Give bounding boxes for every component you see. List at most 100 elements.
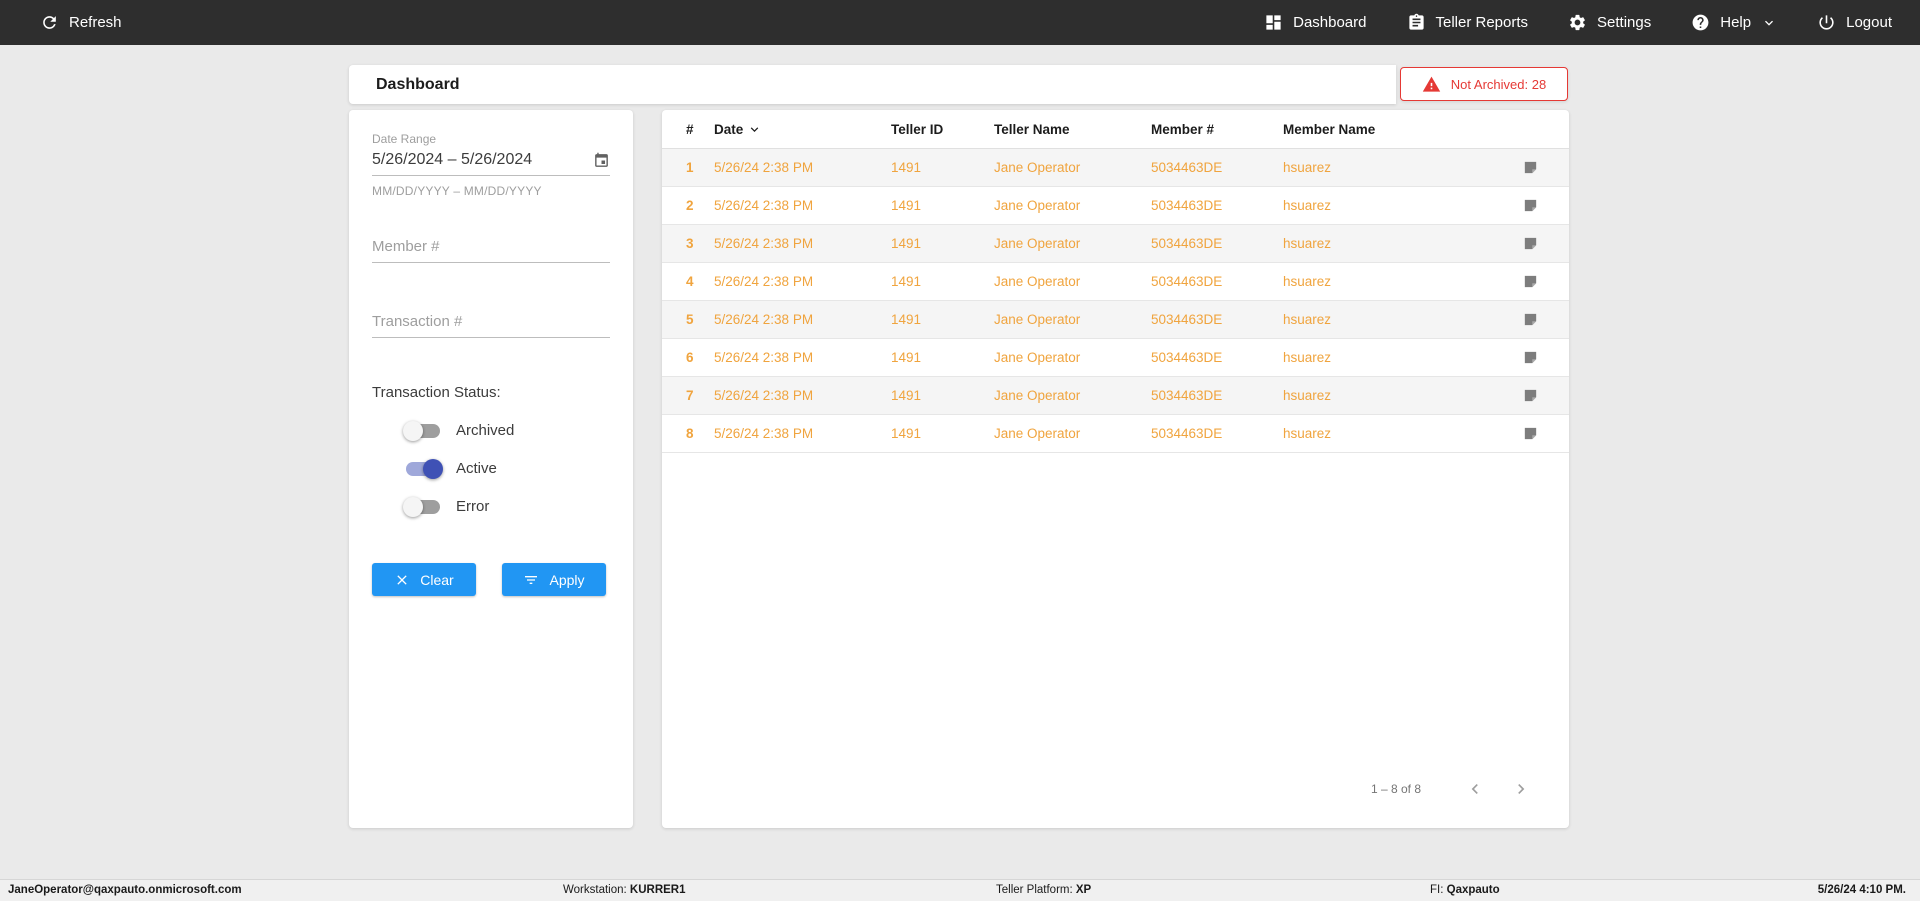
clipboard-icon bbox=[1407, 13, 1426, 32]
row-teller-name: Jane Operator bbox=[994, 388, 1081, 403]
row-member-num: 5034463DE bbox=[1151, 236, 1223, 251]
row-number: 1 bbox=[686, 160, 694, 175]
previous-page-button[interactable] bbox=[1465, 779, 1485, 799]
date-range-value: 5/26/2024 – 5/26/2024 bbox=[372, 151, 533, 168]
column-header-date[interactable]: Date bbox=[714, 122, 891, 137]
table-row[interactable]: 4 5/26/24 2:38 PM 1491 Jane Operator 503… bbox=[662, 263, 1569, 301]
row-member-name: hsuarez bbox=[1283, 160, 1332, 175]
row-date: 5/26/24 2:38 PM bbox=[714, 198, 814, 213]
row-date: 5/26/24 2:38 PM bbox=[714, 350, 814, 365]
active-toggle[interactable] bbox=[406, 458, 443, 479]
transaction-number-input[interactable] bbox=[372, 309, 610, 338]
toggle-row-active: Active bbox=[372, 458, 610, 479]
note-icon[interactable] bbox=[1490, 197, 1545, 214]
nav-right: Dashboard Teller Reports Settings Help bbox=[1264, 13, 1892, 32]
note-icon[interactable] bbox=[1490, 159, 1545, 176]
column-header-member-num[interactable]: Member # bbox=[1151, 121, 1215, 137]
note-icon[interactable] bbox=[1490, 425, 1545, 442]
row-teller-id: 1491 bbox=[891, 312, 922, 327]
table-row[interactable]: 1 5/26/24 2:38 PM 1491 Jane Operator 503… bbox=[662, 149, 1569, 187]
column-header-member-name[interactable]: Member Name bbox=[1283, 121, 1376, 137]
table-header-row: # Date Teller ID Teller Name Member # Me… bbox=[662, 110, 1569, 149]
row-date: 5/26/24 2:38 PM bbox=[714, 236, 814, 251]
sort-chevron-down-icon bbox=[747, 122, 762, 137]
row-teller-name: Jane Operator bbox=[994, 426, 1081, 441]
note-icon[interactable] bbox=[1490, 235, 1545, 252]
table-row[interactable]: 6 5/26/24 2:38 PM 1491 Jane Operator 503… bbox=[662, 339, 1569, 377]
error-toggle[interactable] bbox=[403, 496, 440, 517]
apply-label: Apply bbox=[549, 571, 585, 588]
workstation-info: Workstation: KURRER1 bbox=[563, 884, 686, 896]
row-teller-name: Jane Operator bbox=[994, 160, 1081, 175]
filter-panel: Date Range 5/26/2024 – 5/26/2024 MM/DD/Y… bbox=[349, 110, 633, 828]
table-row[interactable]: 5 5/26/24 2:38 PM 1491 Jane Operator 503… bbox=[662, 301, 1569, 339]
table-row[interactable]: 7 5/26/24 2:38 PM 1491 Jane Operator 503… bbox=[662, 377, 1569, 415]
member-number-input[interactable] bbox=[372, 234, 610, 263]
toggle-label: Active bbox=[456, 460, 497, 477]
table-row[interactable]: 8 5/26/24 2:38 PM 1491 Jane Operator 503… bbox=[662, 415, 1569, 453]
toggle-label: Error bbox=[456, 498, 490, 515]
filter-buttons: Clear Apply bbox=[372, 563, 610, 596]
note-icon[interactable] bbox=[1490, 387, 1545, 404]
date-range-field[interactable]: 5/26/2024 – 5/26/2024 bbox=[372, 148, 610, 176]
chevron-down-icon bbox=[1761, 15, 1777, 31]
clear-button[interactable]: Clear bbox=[372, 563, 476, 596]
nav-item-dashboard[interactable]: Dashboard bbox=[1264, 13, 1367, 32]
row-member-num: 5034463DE bbox=[1151, 388, 1223, 403]
row-member-num: 5034463DE bbox=[1151, 274, 1223, 289]
date-range-hint: MM/DD/YYYY – MM/DD/YYYY bbox=[372, 184, 542, 198]
row-teller-id: 1491 bbox=[891, 160, 922, 175]
row-member-num: 5034463DE bbox=[1151, 350, 1223, 365]
row-member-num: 5034463DE bbox=[1151, 312, 1223, 327]
dashboard-icon bbox=[1264, 13, 1283, 32]
row-number: 2 bbox=[686, 198, 694, 213]
column-header-num[interactable]: # bbox=[686, 121, 694, 137]
gear-icon bbox=[1568, 13, 1587, 32]
transaction-status-label: Transaction Status: bbox=[372, 384, 501, 401]
row-teller-id: 1491 bbox=[891, 198, 922, 213]
row-teller-name: Jane Operator bbox=[994, 274, 1081, 289]
transactions-table: # Date Teller ID Teller Name Member # Me… bbox=[662, 110, 1569, 828]
not-archived-badge[interactable]: Not Archived: 28 bbox=[1400, 67, 1568, 101]
row-date: 5/26/24 2:38 PM bbox=[714, 160, 814, 175]
next-page-button[interactable] bbox=[1511, 779, 1531, 799]
archived-toggle[interactable] bbox=[403, 420, 440, 441]
row-number: 4 bbox=[686, 274, 694, 289]
nav-item-label: Help bbox=[1720, 14, 1752, 31]
row-member-name: hsuarez bbox=[1283, 312, 1332, 327]
calendar-icon[interactable] bbox=[593, 152, 610, 169]
row-teller-id: 1491 bbox=[891, 350, 922, 365]
table-row[interactable]: 2 5/26/24 2:38 PM 1491 Jane Operator 503… bbox=[662, 187, 1569, 225]
nav-item-label: Settings bbox=[1597, 14, 1652, 31]
close-icon bbox=[394, 572, 410, 588]
row-number: 8 bbox=[686, 426, 694, 441]
row-date: 5/26/24 2:38 PM bbox=[714, 388, 814, 403]
row-number: 5 bbox=[686, 312, 694, 327]
warning-icon bbox=[1422, 75, 1441, 94]
table-body: 1 5/26/24 2:38 PM 1491 Jane Operator 503… bbox=[662, 149, 1569, 453]
user-email: JaneOperator@qaxpauto.onmicrosoft.com bbox=[8, 884, 242, 896]
nav-item-logout[interactable]: Logout bbox=[1817, 13, 1892, 32]
row-member-name: hsuarez bbox=[1283, 198, 1332, 213]
nav-item-teller-reports[interactable]: Teller Reports bbox=[1407, 13, 1528, 32]
table-row[interactable]: 3 5/26/24 2:38 PM 1491 Jane Operator 503… bbox=[662, 225, 1569, 263]
note-icon[interactable] bbox=[1490, 311, 1545, 328]
footer-datetime: 5/26/24 4:10 PM. bbox=[1817, 884, 1906, 896]
nav-item-label: Dashboard bbox=[1293, 14, 1367, 31]
refresh-label: Refresh bbox=[69, 14, 122, 31]
status-bar: JaneOperator@qaxpauto.onmicrosoft.com Wo… bbox=[0, 879, 1920, 901]
column-header-teller-name[interactable]: Teller Name bbox=[994, 121, 1070, 137]
pagination: 1 – 8 of 8 bbox=[662, 774, 1569, 804]
row-teller-name: Jane Operator bbox=[994, 350, 1081, 365]
row-number: 7 bbox=[686, 388, 694, 403]
nav-item-help[interactable]: Help bbox=[1691, 13, 1777, 32]
apply-button[interactable]: Apply bbox=[502, 563, 606, 596]
row-member-name: hsuarez bbox=[1283, 388, 1332, 403]
column-header-teller-id[interactable]: Teller ID bbox=[891, 121, 944, 137]
teller-platform-info: Teller Platform: XP bbox=[996, 884, 1092, 896]
refresh-button[interactable]: Refresh bbox=[40, 13, 122, 32]
note-icon[interactable] bbox=[1490, 349, 1545, 366]
row-date: 5/26/24 2:38 PM bbox=[714, 312, 814, 327]
nav-item-settings[interactable]: Settings bbox=[1568, 13, 1651, 32]
note-icon[interactable] bbox=[1490, 273, 1545, 290]
